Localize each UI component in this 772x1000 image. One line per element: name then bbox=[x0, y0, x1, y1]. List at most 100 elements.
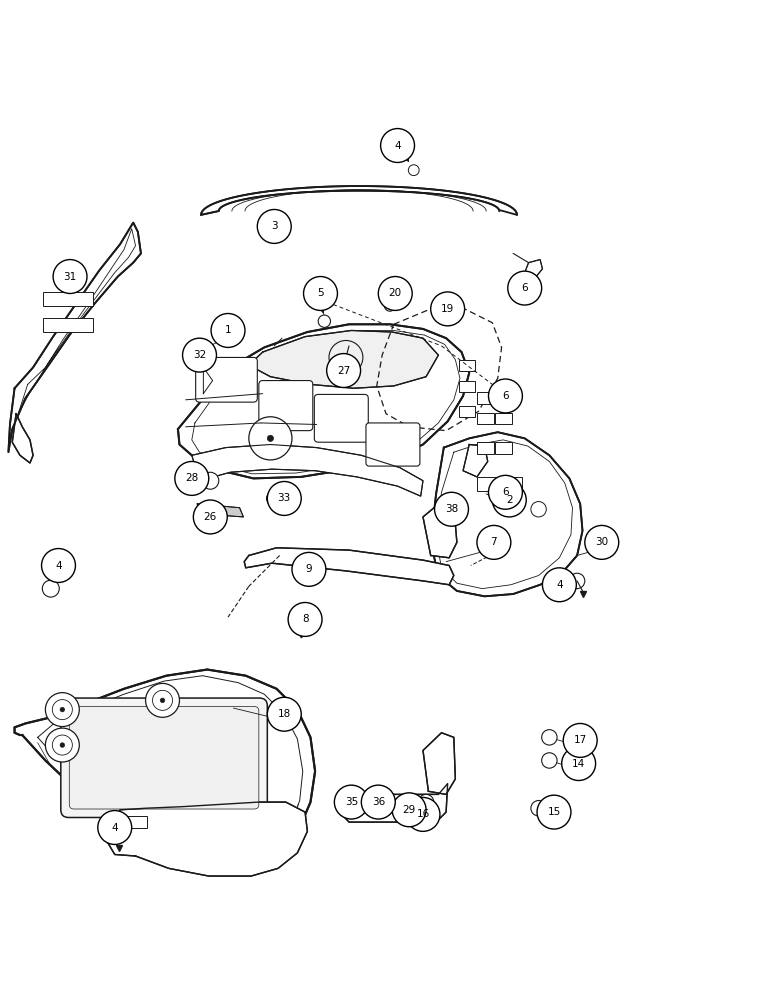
Text: 26: 26 bbox=[204, 512, 217, 522]
Polygon shape bbox=[463, 445, 488, 477]
Bar bbox=[496, 413, 513, 424]
FancyBboxPatch shape bbox=[366, 423, 420, 466]
Circle shape bbox=[193, 500, 227, 534]
Circle shape bbox=[53, 260, 87, 293]
Circle shape bbox=[489, 475, 523, 509]
Circle shape bbox=[448, 500, 463, 515]
Circle shape bbox=[42, 549, 76, 582]
Bar bbox=[477, 413, 494, 424]
Bar bbox=[43, 318, 93, 332]
Text: 14: 14 bbox=[572, 759, 585, 769]
Text: 31: 31 bbox=[63, 272, 76, 282]
Circle shape bbox=[249, 417, 292, 460]
Circle shape bbox=[537, 795, 571, 829]
Circle shape bbox=[392, 793, 426, 827]
Polygon shape bbox=[178, 324, 469, 478]
Circle shape bbox=[543, 568, 577, 602]
Circle shape bbox=[401, 804, 414, 816]
Bar bbox=[496, 442, 513, 454]
Text: 18: 18 bbox=[278, 709, 291, 719]
Bar bbox=[43, 292, 93, 306]
FancyBboxPatch shape bbox=[259, 381, 313, 431]
Circle shape bbox=[52, 735, 73, 755]
Text: 4: 4 bbox=[111, 823, 118, 833]
Text: 17: 17 bbox=[574, 735, 587, 745]
Circle shape bbox=[46, 693, 80, 727]
Circle shape bbox=[257, 209, 291, 243]
Circle shape bbox=[60, 743, 65, 747]
Text: 19: 19 bbox=[441, 304, 454, 314]
Circle shape bbox=[542, 753, 557, 768]
Circle shape bbox=[267, 435, 273, 441]
FancyBboxPatch shape bbox=[69, 707, 259, 809]
Text: 20: 20 bbox=[388, 288, 401, 298]
Circle shape bbox=[318, 315, 330, 327]
Circle shape bbox=[52, 700, 73, 720]
Text: 4: 4 bbox=[394, 141, 401, 151]
Polygon shape bbox=[201, 186, 517, 215]
Text: 6: 6 bbox=[502, 487, 509, 497]
Circle shape bbox=[46, 728, 80, 762]
Circle shape bbox=[361, 785, 395, 819]
FancyBboxPatch shape bbox=[195, 357, 257, 402]
Text: 5: 5 bbox=[317, 288, 323, 298]
Circle shape bbox=[368, 802, 381, 814]
Text: 35: 35 bbox=[344, 797, 358, 807]
Circle shape bbox=[341, 802, 354, 814]
Text: 4: 4 bbox=[55, 561, 62, 571]
Circle shape bbox=[531, 801, 547, 816]
Text: 36: 36 bbox=[371, 797, 385, 807]
Circle shape bbox=[334, 785, 368, 819]
Circle shape bbox=[406, 797, 440, 831]
Circle shape bbox=[327, 354, 361, 387]
Circle shape bbox=[146, 683, 179, 717]
Circle shape bbox=[98, 811, 132, 844]
Text: 6: 6 bbox=[521, 283, 528, 293]
Polygon shape bbox=[423, 502, 457, 558]
Circle shape bbox=[267, 482, 301, 515]
Text: 7: 7 bbox=[490, 537, 497, 547]
Text: 4: 4 bbox=[556, 580, 563, 590]
Circle shape bbox=[542, 730, 557, 745]
Text: 3: 3 bbox=[271, 221, 278, 231]
Text: 8: 8 bbox=[302, 614, 308, 624]
Circle shape bbox=[493, 483, 527, 517]
Circle shape bbox=[477, 525, 511, 559]
Circle shape bbox=[153, 690, 172, 710]
FancyBboxPatch shape bbox=[61, 698, 267, 817]
Polygon shape bbox=[8, 223, 141, 452]
Bar bbox=[459, 360, 475, 371]
Text: 1: 1 bbox=[225, 325, 232, 335]
Circle shape bbox=[288, 602, 322, 636]
Circle shape bbox=[182, 338, 216, 372]
Circle shape bbox=[303, 277, 337, 310]
Circle shape bbox=[418, 794, 434, 810]
Text: 29: 29 bbox=[402, 805, 416, 815]
Polygon shape bbox=[340, 784, 448, 822]
Circle shape bbox=[199, 347, 215, 363]
Polygon shape bbox=[423, 733, 455, 794]
Bar bbox=[496, 392, 513, 404]
Text: 28: 28 bbox=[185, 473, 198, 483]
Text: 38: 38 bbox=[445, 504, 458, 514]
Circle shape bbox=[381, 129, 415, 162]
Text: 32: 32 bbox=[193, 350, 206, 360]
Circle shape bbox=[174, 461, 208, 495]
Circle shape bbox=[508, 271, 542, 305]
FancyBboxPatch shape bbox=[314, 394, 368, 442]
Circle shape bbox=[201, 472, 218, 489]
Text: 27: 27 bbox=[337, 366, 350, 376]
Circle shape bbox=[408, 165, 419, 176]
Circle shape bbox=[292, 552, 326, 586]
Polygon shape bbox=[15, 670, 315, 858]
Bar bbox=[459, 406, 475, 417]
Polygon shape bbox=[12, 414, 33, 463]
Text: 2: 2 bbox=[506, 495, 513, 505]
Circle shape bbox=[431, 292, 465, 326]
Circle shape bbox=[489, 379, 523, 413]
Circle shape bbox=[267, 697, 301, 731]
Circle shape bbox=[42, 580, 59, 597]
Circle shape bbox=[60, 707, 65, 712]
Polygon shape bbox=[191, 445, 423, 496]
Circle shape bbox=[378, 277, 412, 310]
